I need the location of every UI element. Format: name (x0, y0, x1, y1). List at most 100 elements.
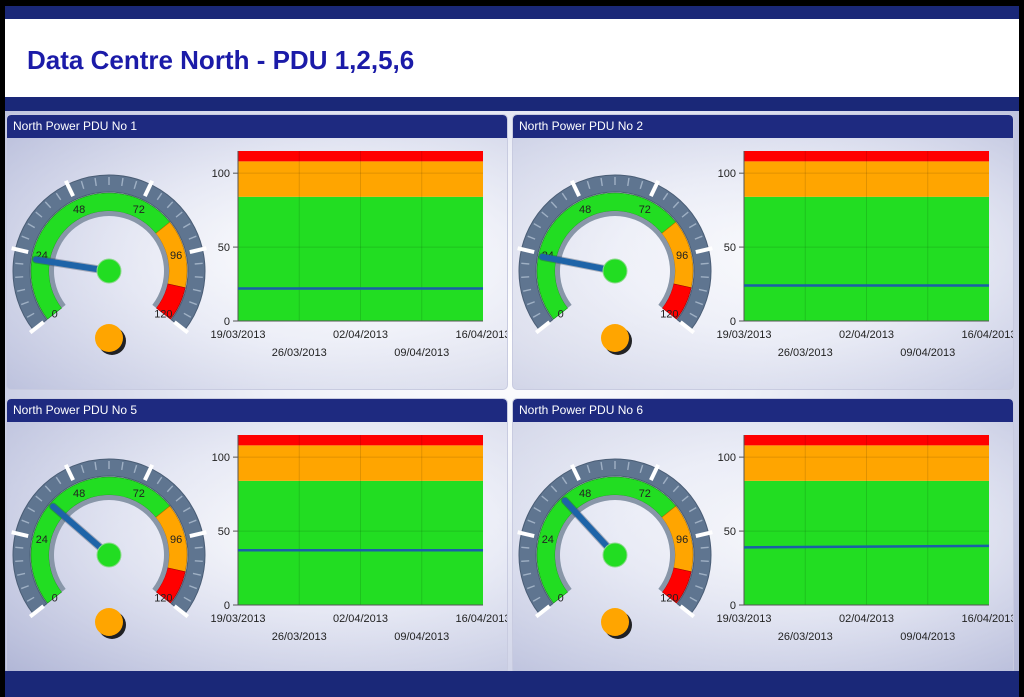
gauge-major-tick (143, 463, 155, 482)
gauge-tick-label: 120 (660, 308, 678, 320)
pdu-panel: North Power PDU No 1 0 24 48 72 96 120 0 50 100… (6, 114, 508, 390)
gauge-tick-label: 72 (639, 488, 651, 500)
gauge-minor-tick (166, 201, 174, 209)
chart-band (238, 435, 483, 446)
gauge-major-tick (534, 604, 551, 619)
status-light (601, 608, 629, 636)
chart-x-tick-label: 02/04/2013 (839, 329, 894, 341)
dashboard-top-strip (5, 97, 1019, 111)
top-bar (5, 6, 1019, 19)
gauge-minor-tick (527, 519, 536, 524)
gauge-minor-tick (662, 192, 669, 201)
gauge-minor-tick (521, 560, 530, 563)
gauge-minor-tick (192, 288, 201, 292)
trend-chart: 0 50 100 19/03/2013 02/04/2013 16/04/2013 26/0… (716, 435, 1013, 643)
gauge-tick-label: 72 (133, 204, 145, 216)
gauge-minor-tick (194, 560, 203, 563)
gauge-minor-tick (672, 201, 680, 209)
gauge-minor-tick (541, 211, 549, 218)
gauge-minor-tick (182, 507, 191, 513)
gauge-minor-tick (26, 312, 35, 318)
gauge-minor-tick (194, 546, 203, 549)
dashboard-area: North Power PDU No 1 0 24 48 72 96 120 0 50 100… (5, 97, 1019, 697)
gauge-major-tick (11, 246, 29, 254)
gauge-minor-tick (700, 276, 709, 279)
gauge-minor-tick (21, 519, 30, 524)
gauge-minor-tick (156, 192, 163, 201)
chart-x-tick-label: 26/03/2013 (778, 631, 833, 643)
gauge-minor-tick (532, 312, 541, 318)
gauge-major-tick (63, 179, 75, 198)
gauge-minor-tick (694, 519, 703, 524)
chart-band (744, 480, 989, 605)
chart-y-tick-label: 50 (724, 242, 736, 254)
gauge-center-cap (96, 542, 122, 568)
gauge-tick-label: 24 (36, 250, 48, 262)
gauge-minor-tick (689, 596, 698, 602)
chart-band (744, 161, 989, 197)
gauge-center-cap (602, 542, 628, 568)
gauge-minor-tick (689, 312, 698, 318)
chart-x-tick-label: 16/04/2013 (455, 329, 508, 341)
gauge-minor-tick (80, 464, 85, 473)
gauge-major-tick (189, 246, 207, 254)
gauge-tick-label: 96 (676, 250, 688, 262)
gauge-minor-tick (175, 211, 183, 218)
gauge-minor-tick (526, 585, 535, 590)
gauge-tick-label: 96 (170, 250, 182, 262)
chart-x-tick-label: 19/03/2013 (210, 613, 265, 625)
gauge-minor-tick (15, 546, 24, 549)
gauge-minor-tick (156, 476, 163, 485)
chart-x-tick-label: 19/03/2013 (210, 329, 265, 341)
gauge-minor-tick (521, 276, 530, 279)
gauge-tick-label: 0 (52, 308, 58, 320)
gauge-minor-tick (533, 507, 542, 513)
chart-x-tick-label: 02/04/2013 (333, 329, 388, 341)
gauge-minor-tick (526, 301, 535, 306)
gauge-minor-tick (189, 301, 198, 306)
gauge-minor-tick (121, 177, 124, 187)
gauge-minor-tick (688, 507, 697, 513)
chart-y-tick-label: 0 (730, 316, 736, 328)
gauge-minor-tick (35, 211, 43, 218)
gauge-tick-label: 72 (133, 488, 145, 500)
gauge-tick-label: 24 (36, 534, 48, 546)
gauge-minor-tick (550, 485, 558, 493)
gauge-minor-tick (183, 596, 192, 602)
gauge-major-tick (679, 320, 696, 335)
gauge-tick-label: 120 (154, 308, 172, 320)
gauge-minor-tick (80, 180, 85, 189)
panel-body: 0 24 48 72 96 120 0 50 100 19/03/2013 02/04/2013 1… (513, 422, 1013, 673)
gauge-minor-tick (521, 546, 530, 549)
gauge-minor-tick (698, 572, 707, 576)
gauge-minor-tick (698, 288, 707, 292)
chart-x-tick-label: 19/03/2013 (716, 329, 771, 341)
gauge-tick-label: 24 (542, 534, 554, 546)
gauge-minor-tick (20, 585, 29, 590)
gauge-major-tick (695, 530, 713, 538)
gauge-minor-tick (15, 262, 24, 265)
chart-x-tick-label: 09/04/2013 (900, 631, 955, 643)
chart-y-tick-label: 100 (718, 168, 736, 180)
gauge-inner-track (555, 495, 675, 592)
chart-x-tick-label: 16/04/2013 (961, 329, 1014, 341)
gauge-minor-tick (15, 276, 24, 279)
gauge-minor-tick (133, 180, 138, 189)
chart-band (238, 480, 483, 605)
trend-chart: 0 50 100 19/03/2013 02/04/2013 16/04/2013 26/0… (210, 435, 507, 643)
gauge-major-tick (649, 179, 661, 198)
panel-body: 0 24 48 72 96 120 0 50 100 19/03/2013 02/04/2013 1… (7, 422, 507, 673)
chart-band (238, 445, 483, 481)
page-header: Data Centre North - PDU 1,2,5,6 (5, 19, 1019, 97)
dashboard-bottom-strip (5, 671, 1019, 697)
chart-band (238, 161, 483, 197)
gauge-major-tick (679, 604, 696, 619)
gauge-minor-tick (182, 223, 191, 229)
gauge-tick-label: 72 (639, 204, 651, 216)
gauge-minor-tick (17, 572, 26, 576)
gauge-tick-label: 48 (73, 488, 85, 500)
panel-title: North Power PDU No 5 (7, 399, 507, 422)
chart-series-line (743, 544, 990, 549)
